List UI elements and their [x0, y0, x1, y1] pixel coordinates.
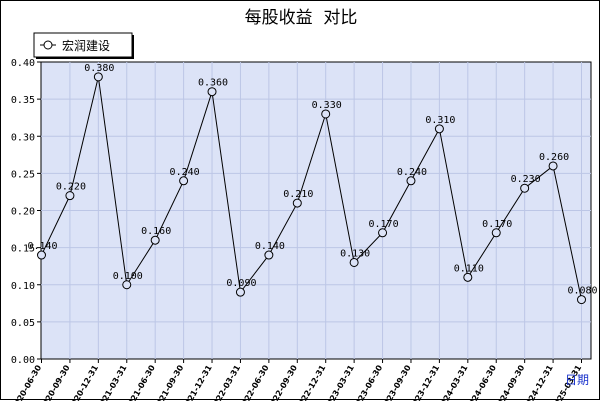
legend-label: 宏润建设	[62, 38, 110, 53]
data-label: 0.330	[312, 100, 342, 111]
series-line	[41, 76, 582, 300]
data-label: 0.080	[567, 286, 597, 297]
data-label: 0.130	[340, 248, 370, 259]
data-label: 0.220	[56, 182, 86, 193]
data-point	[122, 280, 132, 290]
data-point	[548, 161, 558, 171]
data-point	[321, 109, 331, 119]
data-label: 0.170	[368, 219, 398, 230]
y-tick-label: 0.15	[11, 244, 35, 255]
x-tick-label: 2020-12-31	[67, 363, 101, 401]
data-point	[491, 228, 501, 238]
x-tick-label: 2023-09-30	[379, 363, 413, 401]
x-tick-label: 2023-03-31	[322, 363, 356, 401]
x-tick-label: 2020-06-30	[10, 363, 44, 401]
x-tick-label: 2022-03-31	[209, 363, 243, 401]
data-point	[349, 257, 359, 267]
y-tick-label: 0.05	[11, 318, 35, 329]
x-tick-label: 2023-06-30	[351, 363, 385, 401]
y-tick-label: 0.10	[11, 281, 35, 292]
data-label: 0.360	[198, 78, 228, 89]
data-point	[150, 235, 160, 245]
x-tick-label: 2024-09-30	[493, 363, 527, 401]
y-tick-label: 0.40	[11, 58, 35, 69]
data-label: 0.140	[255, 241, 285, 252]
y-tick-label: 0.20	[11, 207, 35, 218]
x-tick-label: 2022-06-30	[237, 363, 271, 401]
x-tick-label: 2020-09-30	[38, 363, 72, 401]
data-label: 0.170	[482, 219, 512, 230]
y-tick-label: 0.00	[11, 355, 35, 366]
data-label: 0.100	[113, 271, 143, 282]
legend-marker	[43, 40, 53, 50]
data-label: 0.090	[226, 278, 256, 289]
data-point	[292, 198, 302, 208]
data-point	[520, 183, 530, 193]
data-point	[264, 250, 274, 260]
x-tick-label: 2023-12-31	[408, 363, 442, 401]
data-point	[378, 228, 388, 238]
data-point	[93, 72, 103, 82]
data-point	[577, 295, 586, 305]
x-tick-label: 2022-09-30	[266, 363, 300, 401]
data-label: 0.310	[425, 115, 455, 126]
y-tick-label: 0.30	[11, 132, 35, 143]
x-tick-label: 2024-03-31	[436, 363, 470, 401]
data-point	[65, 191, 75, 201]
y-tick-label: 0.25	[11, 169, 35, 180]
data-label: 0.160	[141, 226, 171, 237]
data-point	[406, 176, 416, 186]
data-point	[207, 87, 217, 97]
x-tick-label: 2021-06-30	[124, 363, 158, 401]
data-label: 0.140	[27, 241, 57, 252]
x-tick-label: 2022-12-31	[294, 363, 328, 401]
data-point	[235, 287, 245, 297]
x-tick-label: 2024-12-31	[521, 363, 555, 401]
data-point	[463, 272, 473, 282]
data-label: 0.210	[283, 189, 313, 200]
data-label: 0.110	[454, 263, 484, 274]
data-point	[37, 250, 46, 260]
chart-title: 每股收益 对比	[244, 8, 358, 28]
data-label: 0.230	[511, 174, 541, 185]
x-tick-label: 2021-12-31	[180, 363, 214, 401]
x-tick-label: 2021-09-30	[152, 363, 186, 401]
x-tick-label: 2024-06-30	[465, 363, 499, 401]
data-point	[434, 124, 444, 134]
data-label: 0.240	[170, 167, 200, 178]
data-label: 0.240	[397, 167, 427, 178]
x-axis-title: 日期	[565, 373, 589, 387]
data-label: 0.380	[84, 63, 114, 74]
data-label: 0.260	[539, 152, 569, 163]
y-tick-label: 0.35	[11, 95, 35, 106]
x-tick-label: 2021-03-31	[95, 363, 129, 401]
data-point	[179, 176, 189, 186]
